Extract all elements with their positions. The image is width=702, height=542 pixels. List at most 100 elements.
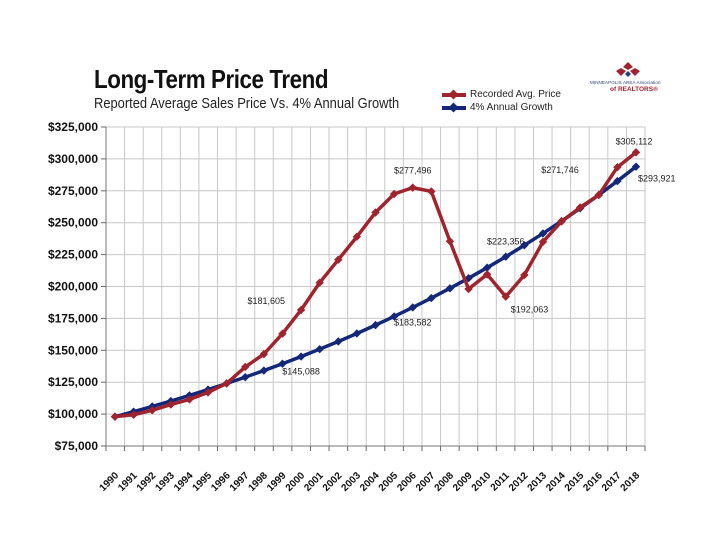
data-point-recorded-price xyxy=(631,148,641,157)
y-tick-label: $150,000 xyxy=(48,343,98,357)
y-tick-label: $175,000 xyxy=(48,311,98,325)
data-point-recorded-price xyxy=(334,255,343,264)
x-tick-label: 1993 xyxy=(153,470,177,494)
x-tick-label: 2016 xyxy=(581,470,605,494)
data-point-annual-growth xyxy=(482,263,492,272)
x-tick-label: 2018 xyxy=(619,470,643,494)
x-tick-label: 2005 xyxy=(377,470,401,494)
data-labels: $181,605 $277,496 $192,063 $305,112 $145,088… xyxy=(248,136,676,376)
x-tick-label: 1996 xyxy=(209,470,233,494)
x-tick-label: 2014 xyxy=(544,470,568,494)
x-tick-label: 1991 xyxy=(116,470,140,494)
x-tick-label: 1999 xyxy=(265,470,289,494)
data-label: $145,088 xyxy=(282,367,320,377)
axes xyxy=(101,126,646,451)
data-point-recorded-price xyxy=(482,270,492,279)
data-point-recorded-price xyxy=(371,208,380,217)
y-tick-label: $100,000 xyxy=(48,407,98,421)
data-point-annual-growth xyxy=(296,352,306,361)
data-point-recorded-price xyxy=(594,190,603,200)
data-point-recorded-price xyxy=(445,237,455,246)
data-point-annual-growth xyxy=(278,359,287,368)
data-point-annual-growth xyxy=(334,337,343,346)
x-tick-label: 2009 xyxy=(451,470,475,494)
x-tick-label: 2015 xyxy=(563,470,587,494)
data-point-recorded-price xyxy=(408,183,417,192)
legend-item-recorded: Recorded Avg. Price xyxy=(442,88,561,101)
y-tick-label: $275,000 xyxy=(48,184,98,198)
data-point-annual-growth xyxy=(445,284,455,293)
data-point-annual-growth xyxy=(613,176,622,186)
x-tick-label: 1997 xyxy=(228,470,252,494)
legend-swatch-growth xyxy=(442,105,466,110)
legend-swatch-recorded xyxy=(442,92,466,97)
x-tick-label: 2000 xyxy=(284,470,308,494)
x-tick-label: 2004 xyxy=(358,470,382,494)
x-tick-label: 2007 xyxy=(414,470,438,494)
data-point-annual-growth xyxy=(352,329,362,338)
y-tick-label: $250,000 xyxy=(48,216,98,230)
data-point-recorded-price xyxy=(129,410,138,419)
x-tick-label: 2011 xyxy=(489,470,512,493)
legend-item-growth: 4% Annual Growth xyxy=(442,101,561,114)
data-point-recorded-price xyxy=(296,305,306,315)
series-line-annual-growth xyxy=(114,165,638,419)
series-line-recorded-price xyxy=(114,151,638,419)
data-point-recorded-price xyxy=(148,406,157,415)
y-axis-ticks: $75,000 $100,000 $125,000 $150,000 $175,000 $… xyxy=(48,120,98,453)
x-tick-label: 2006 xyxy=(395,470,419,494)
data-label: $183,582 xyxy=(394,317,432,327)
logo-mark-icon xyxy=(616,62,640,77)
chart-title: Long-Term Price Trend xyxy=(94,64,329,94)
data-point-recorded-price xyxy=(110,412,120,421)
x-tick-label: 1995 xyxy=(191,470,215,494)
data-label: $293,921 xyxy=(638,174,676,184)
legend-label-recorded: Recorded Avg. Price xyxy=(470,89,561,100)
data-point-recorded-price xyxy=(203,388,213,397)
data-label: $223,356 xyxy=(487,237,525,247)
logo-text-realtors: of REALTORS® xyxy=(610,86,658,93)
legend-label-growth: 4% Annual Growth xyxy=(470,102,553,113)
data-point-annual-growth xyxy=(631,162,641,171)
y-tick-label: $325,000 xyxy=(48,120,98,134)
x-tick-label: 1998 xyxy=(246,470,270,494)
data-point-annual-growth xyxy=(389,312,399,321)
x-tick-label: 1990 xyxy=(98,470,122,494)
data-point-recorded-price xyxy=(259,349,269,359)
data-point-annual-growth xyxy=(259,366,269,375)
data-point-recorded-price xyxy=(538,237,548,247)
data-point-recorded-price xyxy=(222,379,231,388)
y-tick-label: $200,000 xyxy=(48,280,98,294)
x-tick-label: 2001 xyxy=(302,470,326,494)
logo-text-association: MINNEAPOLIS AREA Association xyxy=(590,80,661,85)
data-point-recorded-price xyxy=(185,395,194,404)
data-point-recorded-price xyxy=(278,329,287,338)
chart-legend: Recorded Avg. Price 4% Annual Growth xyxy=(442,88,561,114)
data-point-recorded-price xyxy=(427,187,436,196)
data-point-recorded-price xyxy=(501,292,510,301)
x-tick-label: 2003 xyxy=(340,470,364,494)
data-point-recorded-price xyxy=(166,400,176,409)
x-tick-label: 2002 xyxy=(321,470,345,494)
data-point-recorded-price xyxy=(575,203,585,212)
data-label: $192,063 xyxy=(511,305,549,315)
chart-subtitle: Reported Average Sales Price Vs. 4% Annu… xyxy=(94,95,400,112)
data-point-annual-growth xyxy=(241,372,250,382)
y-tick-label: $125,000 xyxy=(48,375,98,389)
realtors-logo: MINNEAPOLIS AREA Association of REALTORS… xyxy=(590,62,670,98)
data-label: $305,112 xyxy=(616,136,653,146)
y-tick-label: $75,000 xyxy=(55,439,99,453)
data-point-recorded-price xyxy=(352,232,362,241)
data-label: $181,605 xyxy=(248,296,286,306)
x-tick-label: 1992 xyxy=(135,470,159,494)
data-point-recorded-price xyxy=(389,189,399,199)
x-tick-label: 2010 xyxy=(470,470,494,494)
x-tick-label: 2012 xyxy=(507,470,531,494)
data-point-recorded-price xyxy=(464,284,473,294)
data-point-recorded-price xyxy=(315,278,324,287)
data-point-annual-growth xyxy=(520,241,529,250)
y-tick-label: $225,000 xyxy=(48,248,98,262)
data-point-recorded-price xyxy=(613,162,622,172)
data-point-annual-growth xyxy=(501,252,510,261)
